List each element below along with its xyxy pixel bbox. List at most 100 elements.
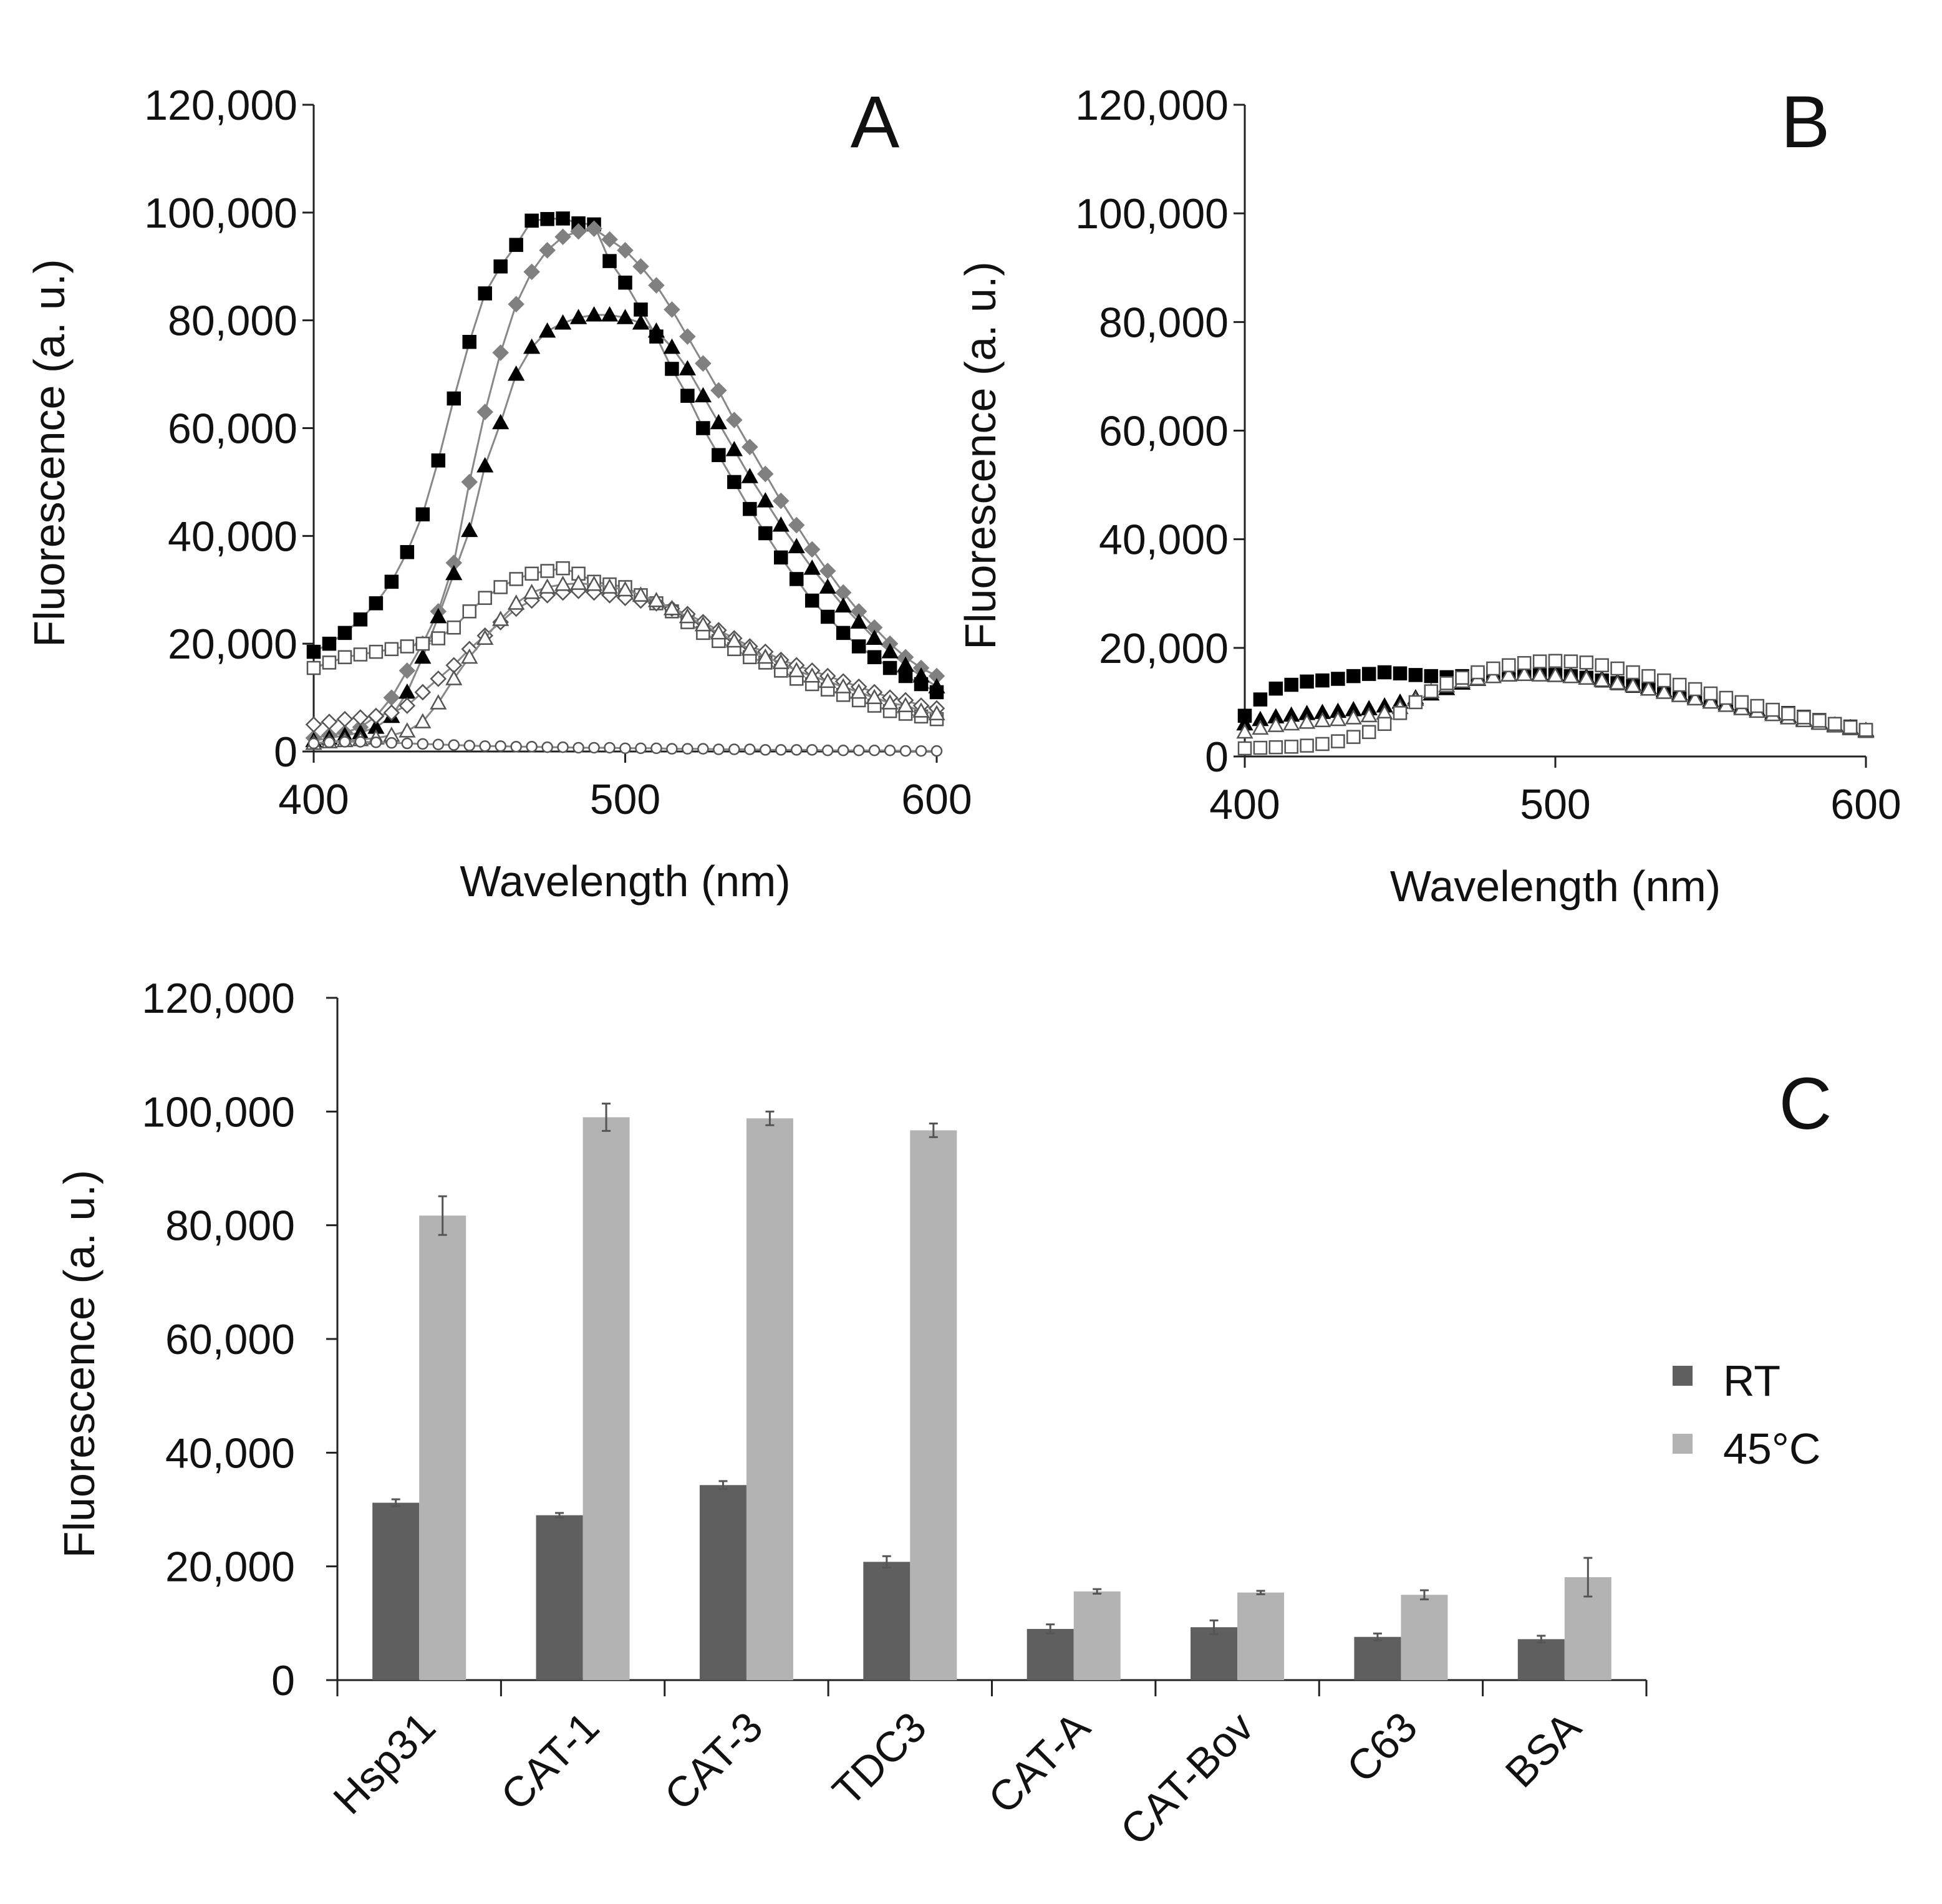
data-point <box>695 355 712 372</box>
data-point <box>1686 690 1704 706</box>
data-point <box>1361 667 1376 681</box>
data-point <box>742 438 758 456</box>
data-point <box>710 413 727 430</box>
data-point <box>462 334 476 349</box>
legend-label: 45°C <box>1723 1424 1820 1473</box>
legend: RT 45°C <box>1673 1356 1820 1473</box>
data-point <box>1579 655 1594 670</box>
data-point <box>539 322 556 338</box>
panel-letter: C <box>1779 1063 1832 1145</box>
data-point <box>432 738 445 751</box>
data-point <box>788 538 805 554</box>
data-point <box>508 365 525 381</box>
data-point <box>1300 674 1314 689</box>
data-point <box>430 607 447 624</box>
data-point <box>1331 672 1345 686</box>
data-point <box>1827 717 1842 731</box>
y-tick-label: 120,000 <box>144 82 297 129</box>
data-point <box>790 744 803 756</box>
data-point <box>713 743 725 755</box>
data-point <box>632 258 649 275</box>
data-point <box>1672 677 1687 692</box>
bar <box>1027 1628 1074 1680</box>
y-tick-label: 120,000 <box>142 975 295 1022</box>
x-tick-label: 400 <box>278 776 349 823</box>
data-point <box>1515 665 1533 681</box>
data-point <box>867 650 882 665</box>
y-axis-title: Fluorescence (a. u.) <box>956 261 1005 649</box>
data-point <box>899 745 912 757</box>
data-point <box>554 314 572 330</box>
data-point <box>882 660 897 675</box>
panel-a-line-chart: 0 20,000 40,000 60,000 80,000 100,000 120,000 4… <box>25 81 972 906</box>
data-point <box>930 745 943 757</box>
data-point <box>1517 655 1532 670</box>
data-point <box>367 707 385 725</box>
data-point <box>1331 734 1345 748</box>
data-point <box>1361 725 1376 740</box>
data-point <box>881 694 899 710</box>
bar <box>746 1118 793 1680</box>
bar <box>536 1515 583 1680</box>
x-tick-label: 400 <box>1209 781 1280 828</box>
series-0 <box>306 211 944 700</box>
data-point <box>803 667 821 683</box>
data-point <box>1237 741 1252 756</box>
data-point <box>884 745 896 756</box>
data-point <box>463 740 475 751</box>
data-point <box>585 306 603 322</box>
category-label: CAT-Bov <box>1111 1703 1263 1855</box>
y-tick-label: 80,000 <box>168 297 297 345</box>
data-point <box>1578 669 1595 685</box>
data-point <box>1267 717 1285 732</box>
y-tick-label: 100,000 <box>1075 190 1229 238</box>
data-point <box>756 648 774 664</box>
series-line <box>313 228 937 739</box>
data-point <box>788 662 805 677</box>
data-point <box>339 736 351 748</box>
data-point <box>1750 698 1764 713</box>
data-point <box>912 667 930 683</box>
data-point <box>384 642 399 657</box>
data-point <box>523 583 541 599</box>
data-point <box>1360 707 1378 723</box>
y-tick-label: 0 <box>274 728 297 776</box>
data-point <box>663 599 681 616</box>
data-point <box>323 737 336 748</box>
category-label: Hsp31 <box>324 1703 445 1824</box>
data-point <box>1766 702 1780 717</box>
data-point <box>804 593 819 608</box>
data-point <box>725 440 743 457</box>
data-point <box>912 702 930 718</box>
panel-letter: B <box>1781 81 1830 163</box>
data-point <box>445 670 463 685</box>
category-label: CAT-1 <box>492 1703 608 1819</box>
data-point <box>305 716 322 733</box>
data-point <box>806 744 818 756</box>
data-point <box>1408 695 1423 710</box>
data-point <box>1671 687 1688 702</box>
data-point <box>694 387 712 403</box>
data-point <box>476 629 494 645</box>
data-point <box>539 242 556 259</box>
data-point <box>836 626 851 640</box>
data-point <box>384 574 399 589</box>
series-6 <box>307 736 943 757</box>
data-point <box>616 309 634 324</box>
series-2 <box>305 306 945 748</box>
data-point <box>1484 667 1502 684</box>
data-point <box>588 742 600 754</box>
data-point <box>1424 684 1439 698</box>
data-point <box>321 713 338 730</box>
bar <box>419 1215 466 1680</box>
legend-swatch <box>1673 1366 1693 1386</box>
data-point <box>679 607 697 624</box>
data-point <box>866 689 883 705</box>
data-point <box>789 572 804 586</box>
data-point <box>837 745 849 756</box>
data-point <box>1298 713 1316 729</box>
y-tick-label: 0 <box>1205 733 1229 781</box>
series-RT <box>372 1480 1565 1680</box>
data-point <box>647 591 665 607</box>
data-point <box>1329 710 1347 727</box>
